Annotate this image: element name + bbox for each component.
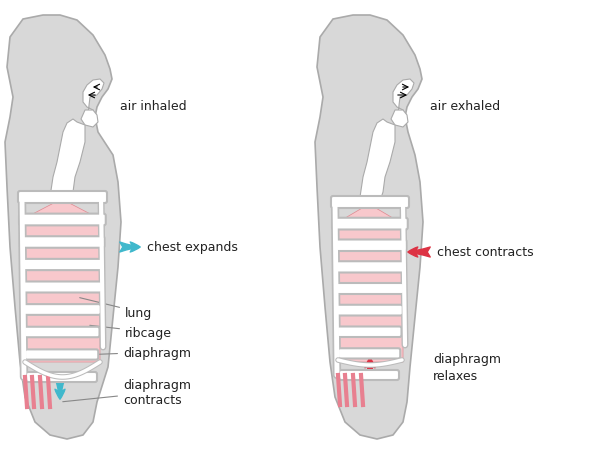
Text: ribcage: ribcage [90, 325, 172, 339]
Polygon shape [360, 120, 395, 213]
FancyBboxPatch shape [332, 218, 408, 230]
Text: diaphragm
relaxes: diaphragm relaxes [433, 352, 501, 383]
Polygon shape [50, 120, 85, 213]
FancyBboxPatch shape [334, 262, 405, 273]
Polygon shape [81, 111, 98, 128]
FancyBboxPatch shape [23, 304, 101, 315]
Text: chest contracts: chest contracts [437, 246, 534, 259]
Polygon shape [83, 80, 104, 123]
Text: lung: lung [80, 298, 152, 319]
FancyBboxPatch shape [337, 327, 401, 337]
FancyBboxPatch shape [18, 191, 107, 203]
Text: diaphragm: diaphragm [83, 346, 191, 359]
Text: chest expands: chest expands [147, 241, 238, 254]
FancyBboxPatch shape [26, 372, 97, 382]
FancyBboxPatch shape [335, 283, 404, 294]
FancyBboxPatch shape [21, 259, 103, 270]
Polygon shape [335, 205, 403, 362]
FancyBboxPatch shape [22, 282, 102, 293]
Polygon shape [5, 16, 121, 439]
Polygon shape [393, 80, 414, 123]
Text: air exhaled: air exhaled [430, 99, 500, 112]
Polygon shape [315, 16, 423, 439]
Text: air inhaled: air inhaled [120, 99, 187, 112]
FancyBboxPatch shape [20, 237, 105, 248]
Text: diaphragm
contracts: diaphragm contracts [63, 378, 191, 406]
Polygon shape [23, 200, 100, 362]
FancyBboxPatch shape [333, 240, 406, 252]
FancyBboxPatch shape [25, 350, 99, 360]
FancyBboxPatch shape [338, 348, 400, 359]
Polygon shape [391, 111, 408, 128]
FancyBboxPatch shape [339, 370, 399, 380]
FancyBboxPatch shape [336, 305, 403, 316]
FancyBboxPatch shape [331, 196, 409, 208]
FancyBboxPatch shape [19, 214, 106, 226]
FancyBboxPatch shape [24, 327, 100, 337]
